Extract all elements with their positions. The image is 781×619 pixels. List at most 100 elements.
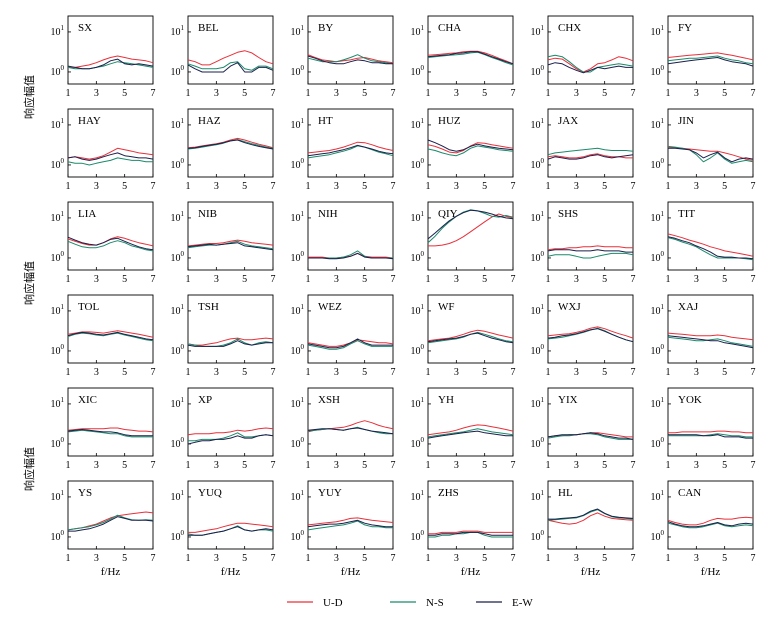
y-tick-exponent: 0 <box>541 343 545 351</box>
y-tick-exponent: 0 <box>661 343 665 351</box>
series-line-n-s <box>427 428 514 438</box>
series-line-n-s <box>427 145 514 157</box>
series-line-n-s <box>67 332 154 342</box>
x-tick-label: 5 <box>482 88 487 99</box>
panel-frame <box>67 294 154 364</box>
series-line-e-w <box>187 242 274 251</box>
y-tick-label: 100 <box>531 436 545 450</box>
x-tick-label: 5 <box>122 181 127 192</box>
series-line-n-s <box>307 340 393 350</box>
station-label: YIX <box>558 394 578 406</box>
y-tick-label: 101 <box>171 117 185 131</box>
x-tick-label: 1 <box>546 88 551 99</box>
series-line-n-s <box>667 336 754 347</box>
x-tick-label: 3 <box>454 367 459 378</box>
x-tick-label: 5 <box>122 88 127 99</box>
y-tick-exponent: 1 <box>661 24 665 32</box>
y-tick-base: 10 <box>291 492 301 503</box>
series-line-e-w <box>187 434 274 445</box>
series-line-e-w <box>188 526 274 536</box>
y-tick-base: 10 <box>651 120 661 131</box>
x-tick-label: 1 <box>426 181 431 192</box>
x-tick-label: 7 <box>631 181 636 192</box>
station-label: QIY <box>438 208 458 220</box>
x-tick-label: 1 <box>66 274 71 285</box>
x-tick-label: 1 <box>546 181 551 192</box>
y-tick-label: 100 <box>51 157 65 171</box>
x-tick-label: 5 <box>722 553 727 564</box>
x-tick-label: 7 <box>751 553 756 564</box>
x-tick-label: 1 <box>546 460 551 471</box>
y-tick-base: 10 <box>291 399 301 410</box>
y-tick-label: 101 <box>51 303 65 317</box>
x-tick-label: 3 <box>694 181 699 192</box>
y-tick-base: 10 <box>411 27 421 38</box>
x-tick-label: 7 <box>631 274 636 285</box>
series-line-e-w <box>427 139 514 152</box>
x-tick-label: 3 <box>574 460 579 471</box>
y-tick-exponent: 0 <box>421 343 425 351</box>
y-tick-label: 100 <box>531 529 545 543</box>
x-tick-label: 7 <box>271 460 276 471</box>
panel-frame <box>427 480 514 550</box>
series-line-e-w <box>667 236 754 260</box>
x-axis-label: f/Hz <box>101 566 121 578</box>
x-tick-label: 5 <box>602 367 607 378</box>
y-tick-base: 10 <box>651 213 661 224</box>
x-tick-label: 3 <box>334 88 339 99</box>
y-tick-exponent: 1 <box>421 489 425 497</box>
x-tick-label: 3 <box>574 88 579 99</box>
y-tick-label: 101 <box>411 396 425 410</box>
y-tick-label: 101 <box>531 303 545 317</box>
y-tick-exponent: 0 <box>541 157 545 165</box>
y-tick-label: 101 <box>291 303 305 317</box>
series-line-n-s <box>667 145 754 164</box>
panel-frame <box>187 201 274 271</box>
station-label: HAZ <box>198 115 221 127</box>
y-tick-label: 101 <box>531 210 545 224</box>
x-tick-label: 5 <box>362 553 367 564</box>
station-label: YOK <box>678 394 702 406</box>
x-tick-label: 7 <box>151 367 156 378</box>
y-tick-exponent: 1 <box>181 210 185 218</box>
series-line-n-s <box>427 51 514 66</box>
panel-frame <box>307 294 394 364</box>
y-tick-base: 10 <box>651 399 661 410</box>
y-tick-base: 10 <box>51 160 61 171</box>
series-line-u-d <box>67 511 154 531</box>
x-tick-label: 7 <box>631 460 636 471</box>
x-tick-label: 3 <box>94 460 99 471</box>
series-line-n-s <box>187 61 274 71</box>
x-tick-label: 1 <box>66 367 71 378</box>
series-line-e-w <box>68 516 154 532</box>
y-tick-base: 10 <box>651 67 661 78</box>
y-tick-exponent: 0 <box>181 529 185 537</box>
x-tick-label: 3 <box>694 274 699 285</box>
series-line-u-d <box>547 56 634 73</box>
y-tick-label: 100 <box>171 529 185 543</box>
y-tick-exponent: 0 <box>61 529 65 537</box>
x-tick-label: 3 <box>574 274 579 285</box>
y-tick-exponent: 1 <box>301 489 305 497</box>
y-tick-label: 101 <box>51 396 65 410</box>
y-tick-label: 100 <box>651 436 665 450</box>
panel-frame <box>187 108 274 178</box>
y-tick-label: 100 <box>411 436 425 450</box>
y-tick-label: 100 <box>411 64 425 78</box>
y-tick-exponent: 1 <box>61 489 65 497</box>
y-tick-exponent: 1 <box>661 396 665 404</box>
y-tick-label: 100 <box>411 250 425 264</box>
y-tick-label: 100 <box>411 529 425 543</box>
station-label: JIN <box>678 115 694 127</box>
y-tick-label: 100 <box>411 157 425 171</box>
y-tick-base: 10 <box>51 27 61 38</box>
station-label: FY <box>678 22 692 34</box>
y-tick-base: 10 <box>651 346 661 357</box>
x-tick-label: 1 <box>306 274 311 285</box>
x-tick-label: 7 <box>391 367 396 378</box>
series-line-e-w <box>307 144 394 157</box>
